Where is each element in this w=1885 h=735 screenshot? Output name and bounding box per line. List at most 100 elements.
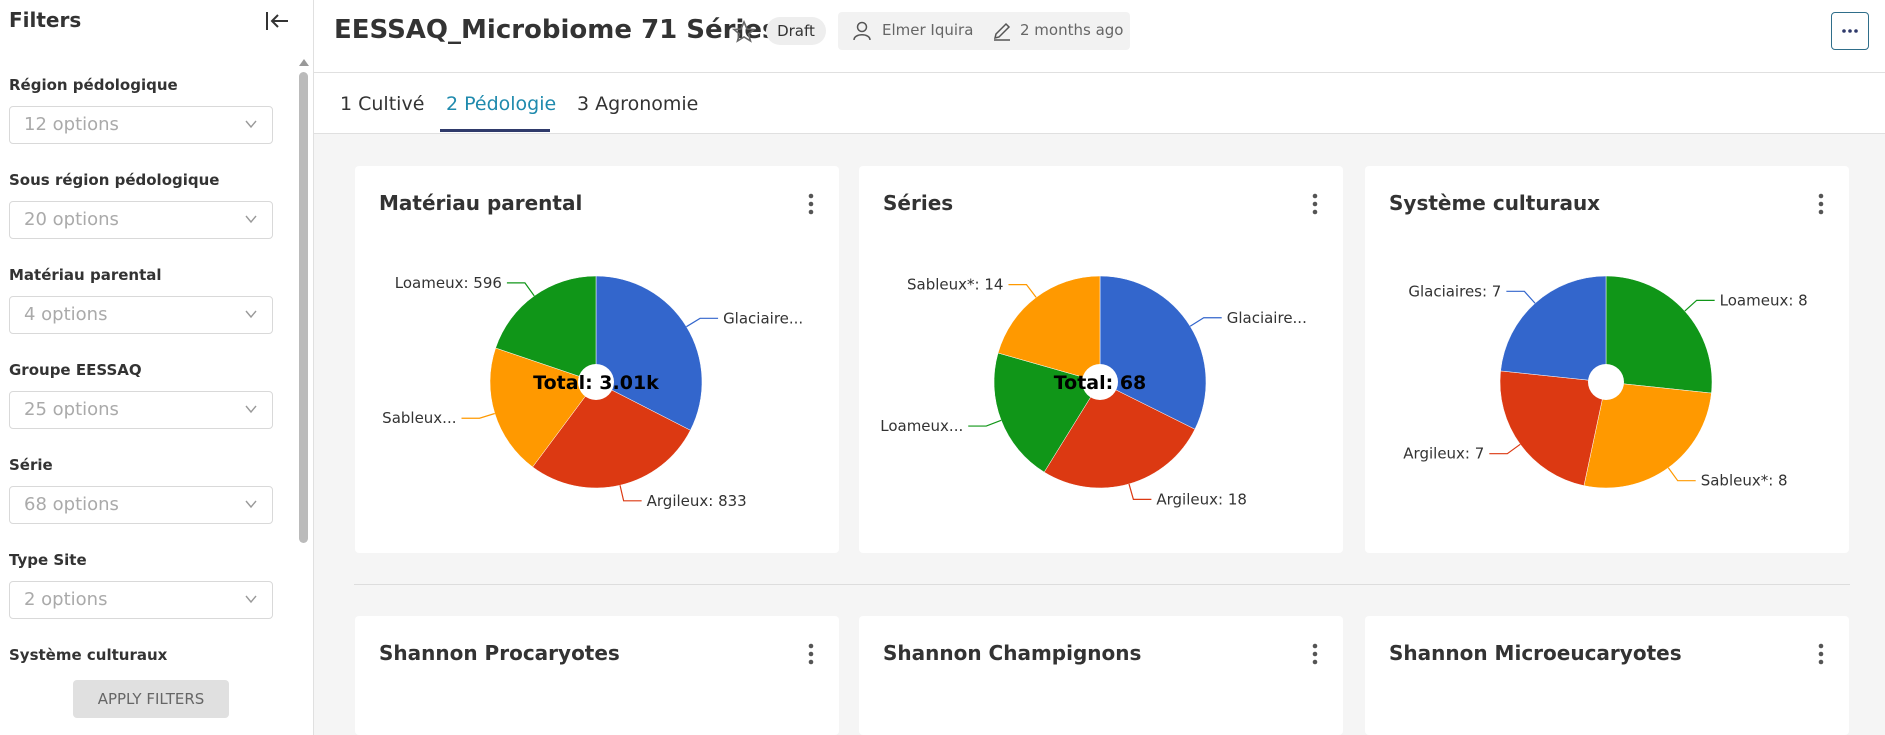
tab[interactable]: 1 Cultivé bbox=[340, 93, 425, 115]
menu-dot bbox=[808, 651, 814, 657]
pie-total: Total: 3.01k bbox=[533, 372, 659, 394]
chart-menu[interactable] bbox=[807, 192, 815, 216]
menu-dot bbox=[808, 209, 814, 215]
leader-line bbox=[1008, 284, 1037, 298]
filter-placeholder: 25 options bbox=[24, 399, 119, 420]
status-badge: Draft bbox=[766, 17, 826, 45]
slice-label: Sableux*: 14 bbox=[907, 276, 1003, 294]
slice-label: Loameux... bbox=[880, 417, 963, 435]
collapse-button[interactable] bbox=[264, 10, 290, 32]
dashboard-title[interactable]: EESSAQ_Microbiome 71 Séries bbox=[334, 15, 778, 45]
pie-slice bbox=[1500, 275, 1607, 383]
filter-placeholder: 68 options bbox=[24, 494, 119, 515]
leader-line bbox=[968, 419, 1002, 427]
filter-label: Série bbox=[9, 456, 53, 474]
tab[interactable]: 2 Pédologie bbox=[446, 93, 557, 115]
leader-line bbox=[506, 282, 535, 297]
active-tab-underline bbox=[440, 129, 550, 132]
dropdown-chevron bbox=[245, 310, 257, 319]
menu-dot bbox=[808, 193, 814, 199]
filter-label: Région pédologique bbox=[9, 76, 178, 94]
filter-select[interactable]: 68 options bbox=[9, 486, 273, 524]
slice-label: Sableux*: 8 bbox=[1701, 472, 1788, 490]
modified-time: 2 months ago bbox=[1020, 21, 1124, 39]
menu-dot bbox=[1818, 643, 1824, 649]
pie-chart: Glaciaire... Argileux: 18 Loameux... Sableu… bbox=[880, 275, 1307, 509]
owner-name: Elmer Iquira bbox=[882, 21, 974, 39]
filter-select[interactable]: 12 options bbox=[9, 106, 273, 144]
pie-slice bbox=[1099, 275, 1207, 430]
slice-label: Argileux: 18 bbox=[1156, 490, 1247, 508]
slice-label: Sableux... bbox=[382, 409, 456, 427]
chart-card: Séries Glaciaire... Argileux: 18 Loameux...… bbox=[859, 166, 1343, 553]
filter-select[interactable]: 4 options bbox=[9, 296, 273, 334]
menu-dot bbox=[808, 643, 814, 649]
chevron-shape bbox=[245, 310, 257, 319]
menu-dot bbox=[1818, 659, 1824, 665]
filter-label: Système culturaux bbox=[9, 646, 168, 664]
filter-placeholder: 2 options bbox=[24, 589, 108, 610]
chart-menu[interactable] bbox=[1311, 642, 1319, 666]
chevron-shape bbox=[245, 595, 257, 604]
slice-label: Glaciaires: 7 bbox=[1408, 282, 1501, 300]
leader-line bbox=[686, 317, 719, 328]
leader-line bbox=[1189, 317, 1222, 327]
pie-slice bbox=[1583, 381, 1712, 489]
chevron-shape bbox=[245, 120, 257, 129]
chart-title: Séries bbox=[883, 191, 954, 215]
favorite-star[interactable] bbox=[732, 20, 756, 44]
scroll-up[interactable] bbox=[298, 52, 310, 66]
chevron-shape bbox=[245, 405, 257, 414]
pie-hole bbox=[1082, 364, 1118, 400]
menu-dot bbox=[1312, 659, 1318, 665]
menu-dot bbox=[808, 659, 814, 665]
filter-select[interactable]: 25 options bbox=[9, 391, 273, 429]
chart-title: Shannon Champignons bbox=[883, 641, 1142, 665]
chart-card: Système culturaux Loameux: 8 Sableux*: 8 Ar… bbox=[1365, 166, 1849, 553]
filter-label: Matériau parental bbox=[9, 266, 162, 284]
slice-label: Argileux: 7 bbox=[1403, 445, 1484, 463]
chart-card: Shannon Microeucaryotes bbox=[1365, 616, 1849, 735]
dropdown-chevron bbox=[245, 120, 257, 129]
leader-line bbox=[1128, 483, 1152, 500]
chevron-shape bbox=[245, 215, 257, 224]
scrollbar-thumb[interactable] bbox=[299, 72, 308, 543]
filter-label: Groupe EESSAQ bbox=[9, 361, 142, 379]
pie-slice bbox=[595, 275, 703, 431]
tab[interactable]: 3 Agronomie bbox=[577, 93, 699, 115]
chart-card: Matériau parental Glaciaire... Argileux: 8… bbox=[355, 166, 839, 553]
leader-line bbox=[461, 412, 495, 419]
slice-label: Glaciaire... bbox=[723, 309, 803, 327]
chart-title: Shannon Microeucaryotes bbox=[1389, 641, 1682, 665]
leader-line bbox=[1489, 443, 1521, 455]
filter-placeholder: 4 options bbox=[24, 304, 108, 325]
menu-dot bbox=[1818, 193, 1824, 199]
menu-dot bbox=[1312, 209, 1318, 215]
edit-icon bbox=[993, 22, 1011, 41]
chart-menu[interactable] bbox=[807, 642, 815, 666]
dashboard-content: Matériau parental Glaciaire... Argileux: 8… bbox=[314, 134, 1885, 735]
chart-menu[interactable] bbox=[1817, 192, 1825, 216]
filter-label: Type Site bbox=[9, 551, 87, 569]
chart-menu[interactable] bbox=[1817, 642, 1825, 666]
filter-select[interactable]: 2 options bbox=[9, 581, 273, 619]
chart-menu[interactable] bbox=[1311, 192, 1319, 216]
owner-icon bbox=[853, 21, 871, 41]
slice-label: Loameux: 8 bbox=[1720, 291, 1808, 309]
pie-slice bbox=[1043, 381, 1196, 489]
chart-card: Shannon Champignons bbox=[859, 616, 1343, 735]
menu-dot bbox=[1818, 651, 1824, 657]
filter-select[interactable]: 20 options bbox=[9, 201, 273, 239]
menu-dot bbox=[808, 201, 814, 207]
leader-line bbox=[1667, 467, 1696, 482]
slice-label: Glaciaire... bbox=[1227, 309, 1307, 327]
slice-label: Loameux: 596 bbox=[395, 274, 502, 292]
more-menu-button[interactable] bbox=[1831, 12, 1869, 50]
menu-dot bbox=[1312, 651, 1318, 657]
leader-line bbox=[619, 485, 642, 502]
menu-dot bbox=[1312, 201, 1318, 207]
apply-filters-button[interactable]: APPLY FILTERS bbox=[73, 680, 229, 718]
menu-dot bbox=[1818, 209, 1824, 215]
pie-chart: Glaciaire... Argileux: 833 Sableux... Loame… bbox=[382, 274, 803, 510]
pie-slice bbox=[1499, 370, 1607, 486]
